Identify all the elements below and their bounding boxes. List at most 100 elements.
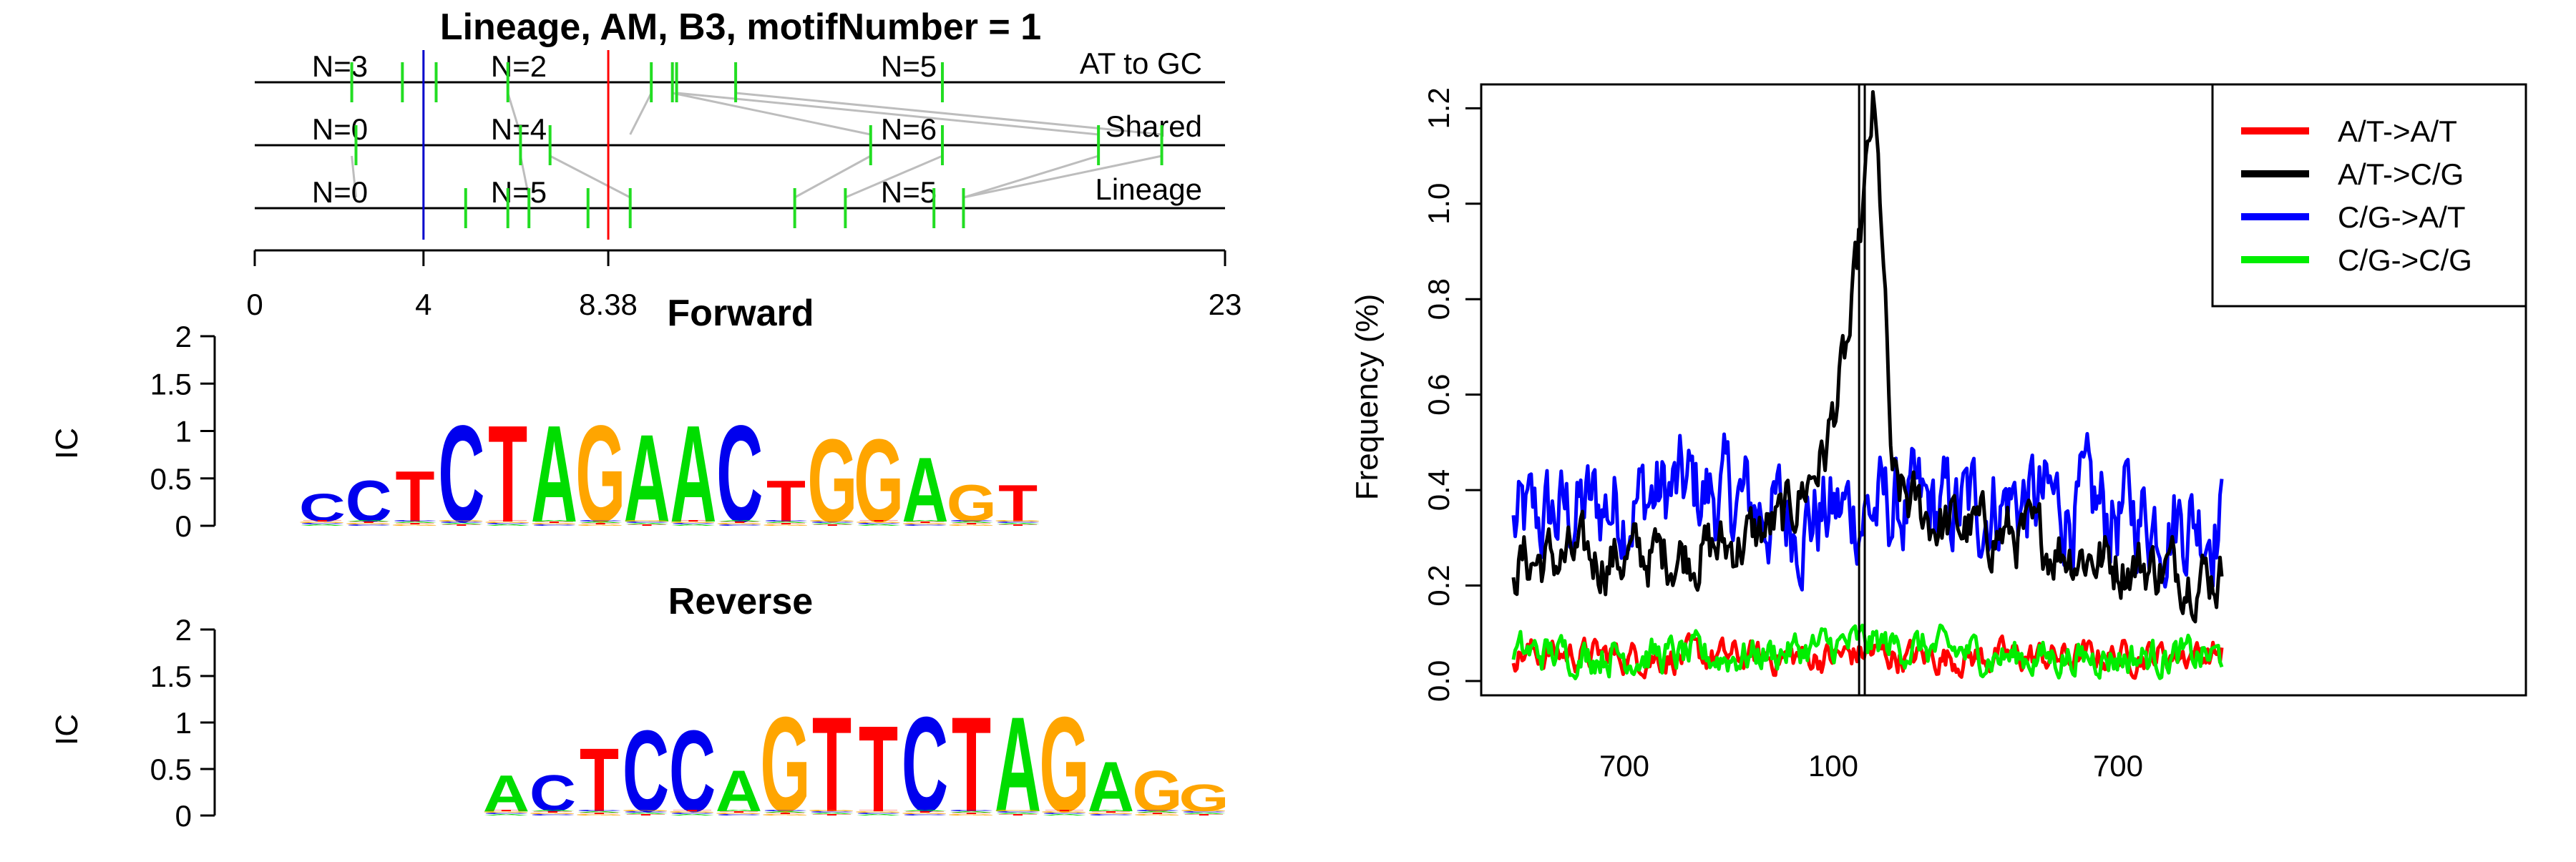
logo-y-tick-label: 1 — [175, 706, 192, 740]
logo-letter-minor: A — [716, 519, 763, 521]
logo-letter-minor: T — [1045, 809, 1084, 811]
logo-letter-minor: C — [1041, 812, 1088, 814]
logo-letter-minor: A — [716, 809, 762, 811]
legend-label: A/T->A/T — [2338, 114, 2457, 148]
track-label: AT to GC — [1080, 46, 1202, 80]
logo-letter: T — [396, 456, 435, 537]
logo-letter-minor: G — [668, 521, 718, 523]
lineage-diagram: AT to GC N=3 N=2 N=5 Shared N=0 N=4 N=6 Lineage N… — [246, 46, 1241, 321]
logo-letter-minor: G — [1179, 809, 1229, 811]
diagram-axis-label: 8.38 — [579, 288, 638, 321]
track-count: N=4 — [491, 112, 547, 146]
logo-letter-minor: C — [1134, 809, 1181, 811]
logo-letter-minor: T — [998, 524, 1038, 526]
logo-letter-minor: C — [995, 810, 1041, 813]
logo-letter-minor: A — [855, 813, 902, 816]
diagram-axis-label: 4 — [415, 288, 431, 321]
logo-letter-minor: G — [761, 524, 811, 526]
logo-letter-minor: A — [577, 521, 624, 523]
legend-label: C/G->A/T — [2338, 200, 2466, 234]
reverse-logo-title: Reverse — [668, 581, 813, 622]
logo-letter-minor: C — [902, 813, 948, 816]
forward-ic-label: IC — [49, 428, 84, 459]
logo-letter-minor: G — [713, 812, 763, 814]
diagram-axis-label: 23 — [1209, 288, 1242, 321]
logo-letter-minor: C — [438, 521, 484, 523]
forward-logo-title: Forward — [667, 293, 814, 334]
connection-line — [963, 155, 1099, 199]
logo-letter-minor: T — [626, 813, 665, 816]
logo-letter: A — [483, 765, 530, 823]
track-count: N=0 — [312, 112, 368, 146]
connection-line — [351, 155, 357, 198]
logo-letter-minor: A — [1134, 810, 1181, 813]
logo-letter-minor: T — [998, 813, 1038, 816]
logo-letter-minor: C — [809, 521, 856, 523]
connection-line — [672, 92, 872, 136]
logo-letter-minor: G — [900, 522, 950, 524]
y-tick-label: 0.2 — [1422, 564, 1455, 606]
logo-letter-minor: T — [720, 521, 759, 523]
logo-letter-minor: T — [859, 809, 898, 811]
track-label: Shared — [1106, 109, 1202, 143]
logo-letter-minor: G — [947, 524, 997, 526]
logo-letter: A — [531, 397, 577, 551]
logo-letter-minor: A — [762, 810, 809, 813]
logo-letter: A — [995, 690, 1041, 841]
logo-letter-minor: A — [670, 524, 716, 526]
logo-letter-minor: A — [809, 812, 855, 814]
logo-y-tick-label: 1.5 — [150, 660, 192, 693]
logo-letter-minor: G — [899, 812, 950, 814]
frequency-chart: 0.0 0.2 0.4 0.6 0.8 1.0 1.2 Frequency (%) 700 100… — [1350, 83, 2527, 783]
reverse-ic-label: IC — [49, 714, 84, 745]
logo-letter-minor: T — [487, 809, 526, 811]
logo-letter-minor: G — [343, 522, 394, 524]
logo-y-tick-label: 0 — [175, 799, 192, 833]
logo-letter-minor: C — [855, 812, 902, 814]
logo-letter-minor: C — [716, 524, 763, 526]
logo-letter-minor: C — [902, 524, 948, 526]
logo-letter-minor: C — [716, 813, 762, 816]
logo-letter-minor: T — [952, 522, 991, 524]
logo-letter-minor: G — [715, 522, 765, 524]
logo-letter-minor: T — [303, 519, 342, 521]
logo-letter: G — [1132, 759, 1182, 824]
logo-letter-minor: G — [1085, 812, 1136, 814]
logo-letter-minor: C — [669, 812, 716, 814]
y-tick-label: 0.0 — [1422, 660, 1455, 702]
logo-letter-minor: T — [581, 522, 620, 524]
logo-letter-minor: A — [902, 519, 948, 521]
track-count: N=2 — [491, 49, 547, 83]
logo-letter-minor: G — [483, 521, 533, 523]
logo-y-tick-label: 0.5 — [150, 753, 192, 786]
logo-letter-minor: C — [624, 521, 670, 523]
series-line — [1511, 90, 2224, 624]
logo-letter-minor: C — [531, 524, 577, 526]
y-tick-label: 0.8 — [1422, 278, 1455, 320]
logo-letter-minor: A — [763, 521, 809, 523]
logo-letter-minor: T — [628, 524, 667, 526]
logo-letter-minor: T — [349, 521, 389, 523]
logo-letter: G — [1179, 776, 1229, 819]
logo-letter-minor: C — [762, 809, 809, 811]
logo-letter-minor: C — [530, 813, 576, 816]
y-tick-label: 0.4 — [1422, 469, 1455, 511]
logo-letter-minor: C — [299, 522, 346, 524]
logo-letter: C — [438, 397, 484, 551]
logo-letter-minor: C — [483, 812, 530, 814]
logo-letter-minor: T — [859, 519, 899, 521]
track-count: N=5 — [491, 175, 547, 209]
logo-letter-minor: T — [441, 524, 481, 526]
logo-letter-minor: C — [576, 809, 623, 811]
logo-letter-minor: C — [392, 519, 439, 521]
logo-letter-minor: G — [575, 524, 625, 526]
logo-letter-minor: G — [574, 813, 624, 816]
logo-letter-minor: A — [530, 809, 576, 811]
logo-letter: C — [530, 765, 576, 823]
logo-letter: T — [812, 690, 852, 841]
logo-letter-minor: G — [807, 519, 857, 521]
logo-letter: A — [902, 438, 948, 542]
